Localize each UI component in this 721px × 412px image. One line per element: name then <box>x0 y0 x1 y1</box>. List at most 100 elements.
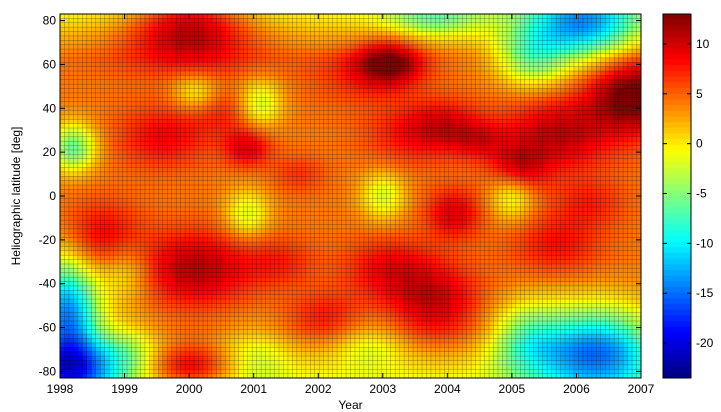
heatmap-cell <box>283 163 289 168</box>
heatmap-cell <box>82 71 88 76</box>
heatmap-cell <box>573 97 579 103</box>
heatmap-cell <box>140 31 146 37</box>
heatmap-cell <box>471 27 477 32</box>
heatmap-cell <box>439 27 445 32</box>
heatmap-cell <box>632 88 637 94</box>
heatmap-cell <box>135 71 141 76</box>
heatmap-cell <box>167 149 173 155</box>
heatmap-cell <box>274 40 280 46</box>
heatmap-cell <box>229 44 235 50</box>
heatmap-cell <box>256 101 262 107</box>
heatmap-cell <box>167 154 173 160</box>
heatmap-cell <box>122 31 128 37</box>
heatmap-cell <box>636 22 642 28</box>
heatmap-cell <box>77 18 83 24</box>
heatmap-cell <box>162 119 168 125</box>
heatmap-cell <box>417 123 423 129</box>
heatmap-cell <box>100 167 106 173</box>
heatmap-cell <box>480 35 485 41</box>
heatmap-cell <box>515 49 521 54</box>
heatmap-cell <box>484 119 490 125</box>
heatmap-cell <box>274 44 280 50</box>
heatmap-cell <box>573 106 579 111</box>
heatmap-cell <box>404 49 409 54</box>
heatmap-cell <box>520 106 526 111</box>
heatmap-cell <box>113 106 119 111</box>
heatmap-cell <box>203 31 208 37</box>
heatmap-cell <box>109 57 115 63</box>
heatmap-cell <box>220 167 226 173</box>
heatmap-cell <box>68 14 74 19</box>
heatmap-cell <box>538 66 544 72</box>
heatmap-cell <box>551 40 557 46</box>
heatmap-cell <box>64 145 70 151</box>
heatmap-cell <box>614 149 620 155</box>
heatmap-cell <box>560 35 566 41</box>
heatmap-cell <box>542 106 548 111</box>
heatmap-cell <box>632 176 637 182</box>
heatmap-cell <box>225 171 231 177</box>
heatmap-cell <box>176 27 182 32</box>
heatmap-cell <box>475 97 481 103</box>
heatmap-cell <box>346 110 351 116</box>
heatmap-cell <box>261 110 266 116</box>
heatmap-cell <box>529 119 535 125</box>
heatmap-cell <box>475 66 481 72</box>
heatmap-cell <box>86 79 92 85</box>
heatmap-cell <box>261 40 266 46</box>
heatmap-cell <box>144 53 150 59</box>
heatmap-cell <box>359 101 365 107</box>
heatmap-cell <box>162 27 168 32</box>
heatmap-cell <box>636 123 642 129</box>
heatmap-cell <box>596 49 602 54</box>
heatmap-cell <box>395 92 401 98</box>
heatmap-cell <box>252 163 258 168</box>
heatmap-cell <box>314 114 320 120</box>
heatmap-cell <box>502 163 508 168</box>
heatmap-cell <box>354 176 360 182</box>
heatmap-cell <box>171 92 177 98</box>
heatmap-cell <box>556 97 561 103</box>
heatmap-cell <box>457 57 463 63</box>
heatmap-cell <box>368 35 374 41</box>
heatmap-cell <box>247 71 253 76</box>
heatmap-cell <box>381 163 387 168</box>
heatmap-cell <box>448 35 454 41</box>
heatmap-cell <box>198 88 204 94</box>
heatmap-cell <box>140 163 146 168</box>
heatmap-cell <box>310 49 316 54</box>
heatmap-cell <box>377 132 383 138</box>
heatmap-cell <box>278 88 284 94</box>
heatmap-cell <box>292 35 298 41</box>
heatmap-cell <box>484 171 490 177</box>
heatmap-cell <box>381 66 387 72</box>
heatmap-cell <box>247 163 253 168</box>
heatmap-cell <box>497 71 503 76</box>
heatmap-cell <box>104 101 110 107</box>
heatmap-cell <box>573 27 579 32</box>
heatmap-cell <box>131 66 137 72</box>
heatmap-cell <box>614 84 620 89</box>
heatmap-cell <box>149 136 155 142</box>
heatmap-cell <box>636 163 642 168</box>
heatmap-cell <box>520 97 526 103</box>
heatmap-cell <box>618 101 624 107</box>
heatmap-cell <box>493 132 499 138</box>
heatmap-cell <box>623 171 628 177</box>
heatmap-cell <box>274 132 280 138</box>
heatmap-cell <box>506 27 512 32</box>
heatmap-cell <box>238 101 244 107</box>
heatmap-cell <box>274 62 280 68</box>
heatmap-cell <box>207 119 213 125</box>
heatmap-cell <box>149 22 155 28</box>
heatmap-cell <box>82 167 88 173</box>
heatmap-cell <box>82 57 88 63</box>
heatmap-cell <box>127 57 132 63</box>
heatmap-cell <box>225 44 231 50</box>
heatmap-cell <box>216 123 222 129</box>
heatmap-cell <box>153 158 159 164</box>
heatmap-cell <box>234 167 240 173</box>
heatmap-cell <box>426 49 432 54</box>
heatmap-cell <box>605 141 611 146</box>
heatmap-cell <box>314 18 320 24</box>
